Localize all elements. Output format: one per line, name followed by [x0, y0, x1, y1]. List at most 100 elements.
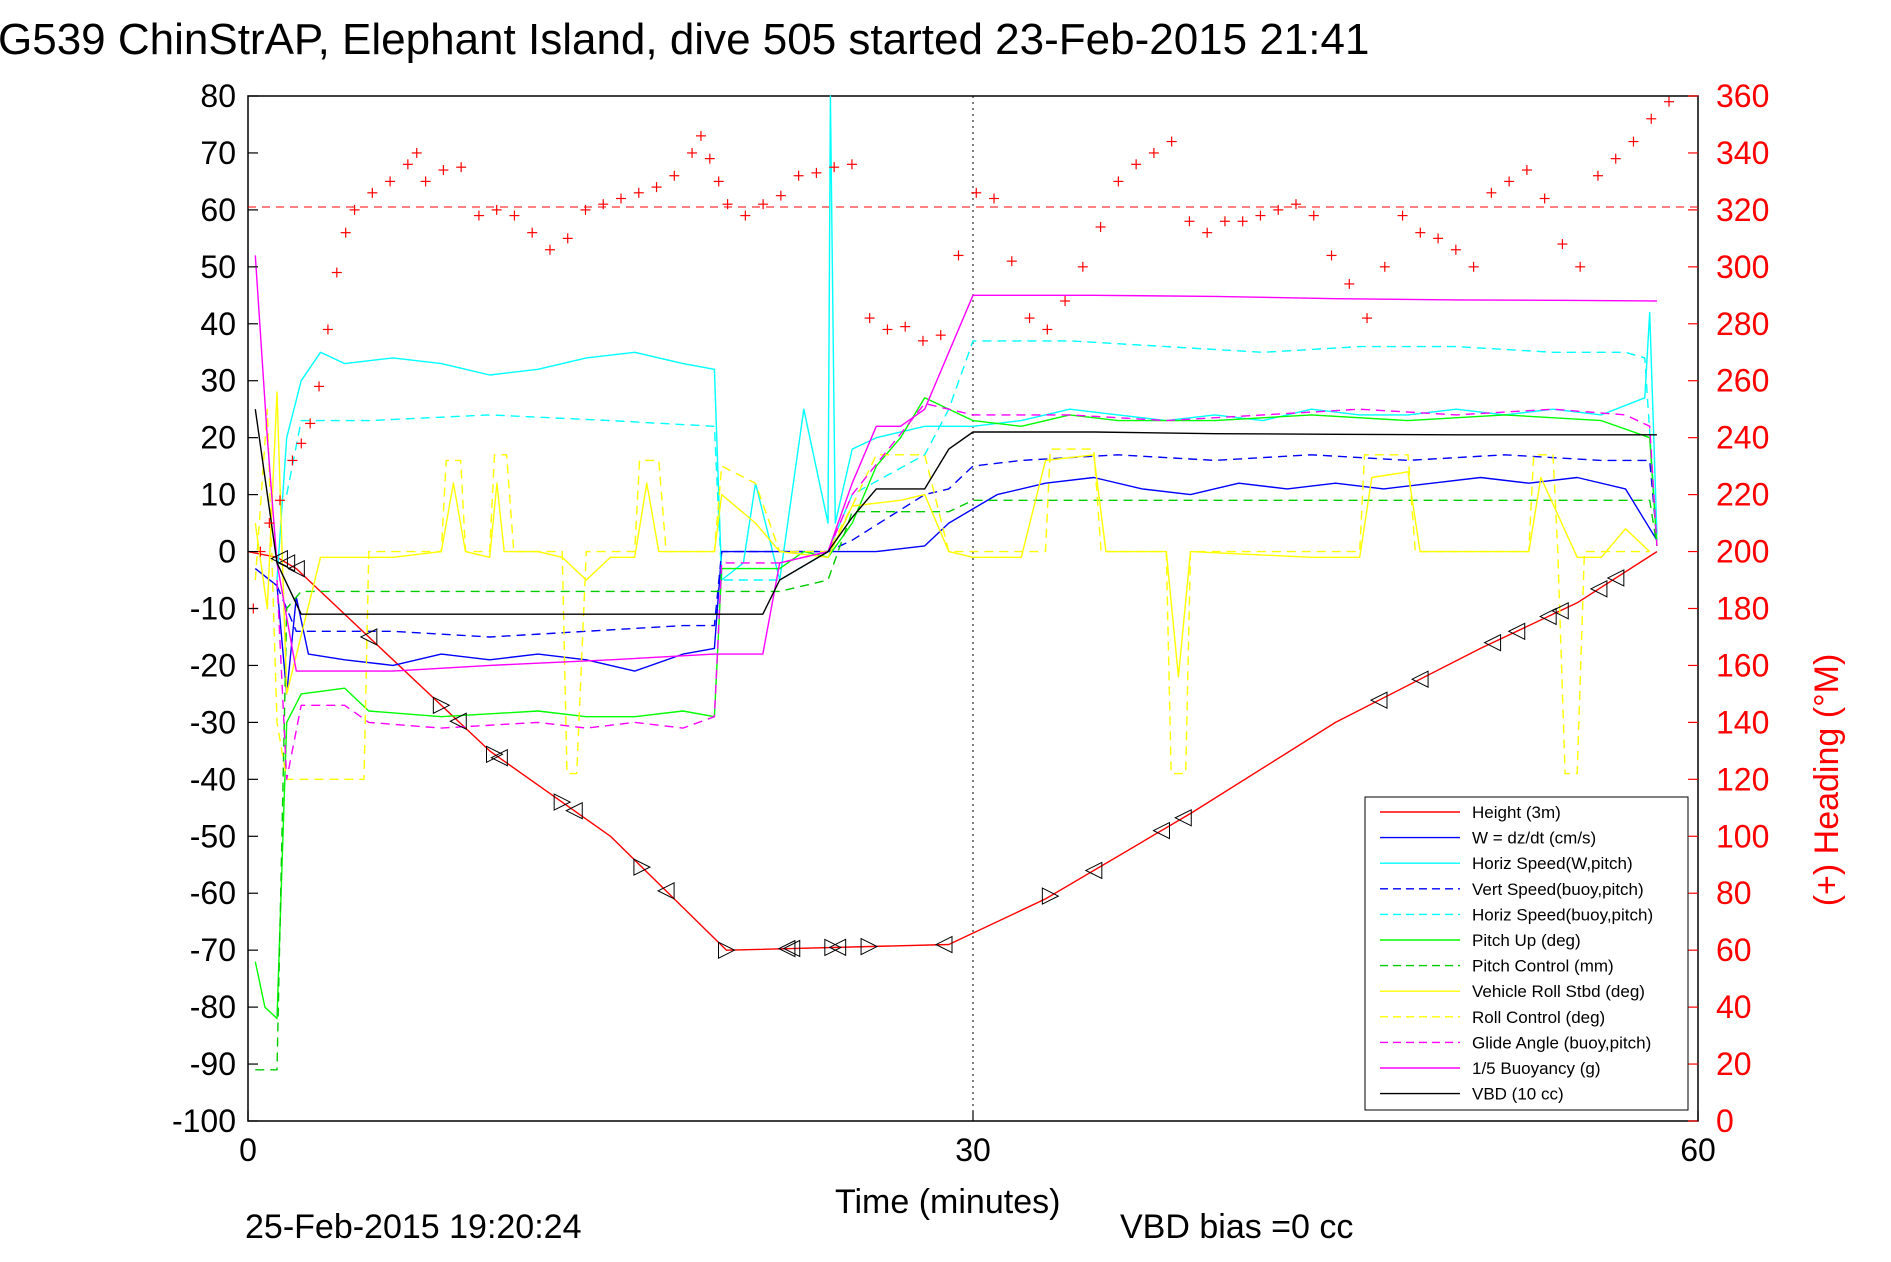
- heading-point: [935, 330, 946, 341]
- heading-point: [775, 190, 786, 201]
- heading-point: [971, 187, 982, 198]
- heading-point: [456, 162, 467, 173]
- heading-point: [1077, 261, 1088, 272]
- y2-tick-label: 60: [1716, 932, 1752, 968]
- heading-point: [1042, 324, 1053, 335]
- heading-point: [411, 147, 422, 158]
- heading-point: [953, 250, 964, 261]
- heading-point: [1592, 170, 1603, 181]
- series-line-vehicle-roll-stbd-deg: [254, 391, 1651, 695]
- grid-layer: [248, 96, 1698, 1121]
- heading-point: [713, 176, 724, 187]
- y-tick-label: 0: [218, 534, 236, 570]
- series-layer: [247, 95, 1658, 1071]
- heading-point: [1060, 296, 1071, 306]
- heading-point: [544, 244, 555, 255]
- heading-point: [829, 162, 840, 173]
- triangle-marker-layer: [270, 549, 1625, 959]
- legend-label: Pitch Control (mm): [1472, 957, 1614, 976]
- heading-point: [1148, 147, 1159, 158]
- y2-tick-label: 280: [1716, 306, 1769, 342]
- heading-point: [651, 182, 662, 193]
- heading-point: [1326, 250, 1337, 261]
- y-tick-label: 50: [200, 249, 236, 285]
- heading-point: [882, 324, 893, 335]
- height-triangle-marker: [359, 628, 378, 646]
- height-triangle-marker: [490, 748, 508, 767]
- y-tick-label: -10: [190, 591, 236, 627]
- heading-point: [1539, 193, 1550, 204]
- y-tick-label: -100: [172, 1103, 236, 1139]
- y2-tick-label: 340: [1716, 135, 1769, 171]
- y2-tick-label: 240: [1716, 420, 1769, 456]
- y2-tick-label: 100: [1716, 818, 1769, 854]
- y2-tick-label: 160: [1716, 647, 1769, 683]
- height-triangle-marker: [1410, 670, 1429, 689]
- y2-tick-label: 260: [1716, 363, 1769, 399]
- heading-point: [1557, 239, 1568, 250]
- legend-label: Glide Angle (buoy,pitch): [1472, 1033, 1651, 1052]
- heading-point: [1450, 244, 1461, 255]
- heading-point: [1237, 216, 1248, 227]
- legend-label: Roll Control (deg): [1472, 1008, 1605, 1027]
- heading-point: [864, 313, 875, 324]
- heading-point: [1379, 261, 1390, 272]
- series-line-height-3m: [247, 550, 1658, 951]
- heading-point: [385, 176, 396, 187]
- y-tick-label: -20: [190, 647, 236, 683]
- height-triangle-marker: [565, 801, 583, 820]
- y-tick-label: 40: [200, 306, 236, 342]
- heading-point: [1219, 216, 1230, 227]
- height-triangle-marker: [287, 559, 305, 578]
- y-tick-label: 70: [200, 135, 236, 171]
- x-tick-label: 30: [955, 1132, 991, 1168]
- height-triangle-marker: [449, 712, 467, 731]
- heading-point: [793, 170, 804, 181]
- heading-point: [1433, 233, 1444, 244]
- tick-layer: 80706050403020100-10-20-30-40-50-60-70-8…: [172, 78, 1769, 1168]
- series-line-vert-speed-buoy-pitch: [276, 454, 1658, 638]
- heading-point: [1024, 313, 1035, 324]
- heading-point: [704, 153, 715, 164]
- heading-point: [989, 193, 1000, 204]
- heading-point: [1255, 210, 1266, 221]
- heading-point: [1131, 159, 1142, 170]
- footer-timestamp: 25-Feb-2015 19:20:24: [245, 1208, 581, 1246]
- legend-label: Horiz Speed(buoy,pitch): [1472, 905, 1653, 924]
- heading-point: [687, 147, 698, 158]
- height-triangle-marker: [1084, 861, 1103, 880]
- heading-point: [1504, 176, 1515, 187]
- heading-point: [509, 210, 520, 221]
- y2-tick-label: 300: [1716, 249, 1769, 285]
- heading-point: [722, 199, 733, 210]
- heading-point: [1344, 278, 1355, 289]
- height-triangle-marker: [1152, 821, 1170, 840]
- y-tick-label: -50: [190, 818, 236, 854]
- height-triangle-marker: [1539, 607, 1557, 626]
- y2-tick-label: 120: [1716, 761, 1769, 797]
- heading-point: [1006, 256, 1017, 267]
- heading-point: [1113, 176, 1124, 187]
- heading-point: [811, 167, 822, 178]
- height-triangle-marker: [782, 939, 801, 958]
- heading-point: [900, 321, 911, 332]
- height-triangle-marker: [656, 882, 675, 900]
- legend-label: Vehicle Roll Stbd (deg): [1472, 982, 1645, 1001]
- heading-point: [1575, 261, 1586, 272]
- height-triangle-marker: [718, 941, 736, 959]
- height-triangle-marker: [1606, 569, 1625, 587]
- y2-tick-label: 140: [1716, 704, 1769, 740]
- series-line-roll-control-deg: [254, 408, 1650, 780]
- heading-point: [1646, 113, 1657, 124]
- y2-tick-label: 20: [1716, 1046, 1752, 1082]
- height-triangle-marker: [1483, 633, 1502, 652]
- y-tick-label: -70: [190, 932, 236, 968]
- height-triangle-marker: [1174, 808, 1192, 827]
- legend: Height (3m) W = dz/dt (cm/s) Horiz Speed(W…: [1364, 796, 1689, 1111]
- series-line-1-5-buoyancy-g: [254, 255, 1657, 672]
- heading-point: [1521, 165, 1532, 176]
- height-triangle-marker: [777, 939, 796, 958]
- height-triangle-marker: [277, 554, 296, 572]
- legend-label: W = dz/dt (cm/s): [1472, 829, 1596, 848]
- y2-tick-label: 320: [1716, 192, 1769, 228]
